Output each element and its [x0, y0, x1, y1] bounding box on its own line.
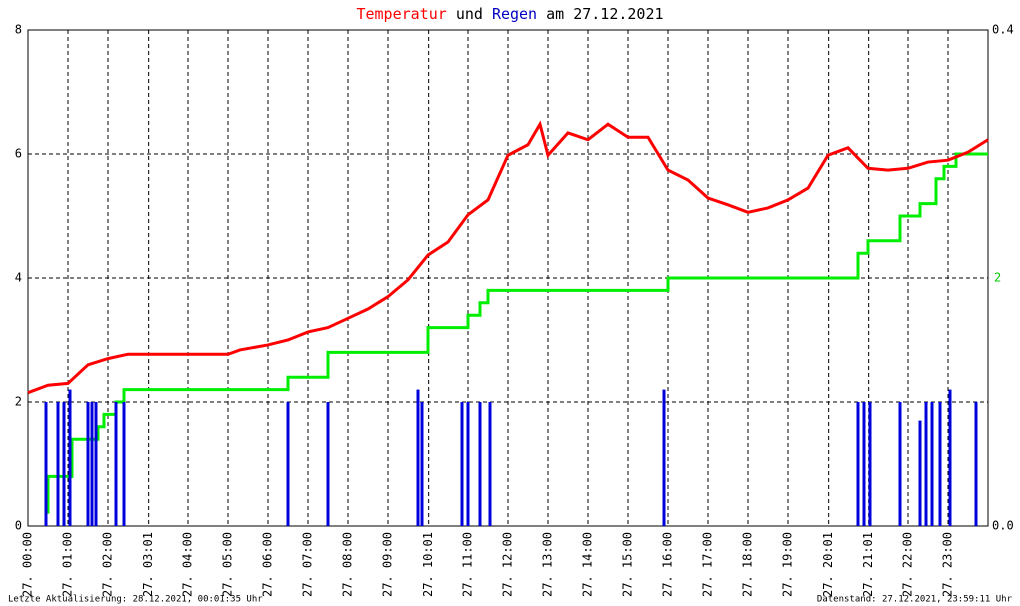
rain-bar [948, 389, 952, 526]
rain-bar [416, 389, 420, 526]
rain-sum-line [46, 152, 988, 514]
x-tick-label: 27. 06:00 [261, 532, 275, 597]
title-part: und [456, 5, 483, 23]
x-tick-label: 27. 23:00 [941, 532, 955, 597]
x-tick-label: 27. 02:00 [101, 532, 115, 597]
x-tick-label: 27. 17:00 [701, 532, 715, 597]
y2-tick-label: 0.0 [992, 519, 1014, 533]
y-tick-label: 8 [15, 23, 22, 37]
rain-bar [898, 402, 902, 526]
x-tick-label: 27. 07:00 [301, 532, 315, 597]
temperature-line [27, 120, 989, 395]
rain-bar [478, 402, 482, 526]
rain-bar [924, 402, 928, 526]
rain-bar [122, 402, 126, 526]
rain-bar [460, 402, 464, 526]
rain-bar [286, 402, 290, 526]
chart-title: Temperatur und Regen am 27.12.2021 [356, 5, 663, 23]
footer-right: Datenstand: 27.12.2021, 23:59:11 Uhr [817, 595, 1013, 605]
rain-bar [114, 402, 118, 526]
rain-bar [420, 402, 424, 526]
rain-bar [86, 402, 90, 526]
rain-bar [90, 402, 94, 526]
x-tick-label: 27. 19:00 [781, 532, 795, 597]
rain-bar [918, 420, 922, 526]
x-tick-label: 27. 20:01 [821, 532, 835, 597]
title-part: am 27.12.2021 [546, 5, 663, 23]
rain-bar [68, 389, 72, 526]
x-tick-label: 27. 18:00 [741, 532, 755, 597]
rain-bar [44, 402, 48, 526]
x-tick-label: 27. 05:00 [221, 532, 235, 597]
x-tick-label: 27. 03:01 [141, 532, 155, 597]
rain-bar [930, 402, 934, 526]
footer-left: Letzte Aktualisierung: 28.12.2021, 00:01… [8, 595, 263, 605]
x-tick-label: 27. 16:00 [661, 532, 675, 597]
rain-bar [488, 402, 492, 526]
rain-bar [938, 402, 942, 526]
rain-bar [662, 389, 666, 526]
title-part: Temperatur [356, 5, 446, 23]
rain-bar [862, 402, 866, 526]
rain-bar [62, 402, 66, 526]
x-tick-label: 27. 22:00 [901, 532, 915, 597]
rain-bar [326, 402, 330, 526]
y-tick-label: 4 [15, 271, 22, 285]
y3-tick-label: 2 [994, 271, 1001, 285]
title-part: Regen [492, 5, 537, 23]
x-tick-label: 27. 01:00 [61, 532, 75, 597]
x-tick-label: 27. 08:00 [341, 532, 355, 597]
x-tick-label: 27. 10:01 [421, 532, 435, 597]
x-tick-label: 27. 12:00 [501, 532, 515, 597]
x-tick-label: 27. 00:00 [21, 532, 35, 597]
x-tick-label: 27. 11:00 [461, 532, 475, 597]
x-tick-label: 27. 14:00 [581, 532, 595, 597]
rain-bar [94, 402, 98, 526]
x-tick-label: 27. 13:00 [541, 532, 555, 597]
rain-bar [868, 402, 872, 526]
y2-tick-label: 0.4 [992, 23, 1014, 37]
y-tick-label: 2 [15, 395, 22, 409]
rain-bar [56, 402, 60, 526]
y-tick-label: 6 [15, 147, 22, 161]
x-tick-label: 27. 15:00 [621, 532, 635, 597]
y-tick-label: 0 [15, 519, 22, 533]
x-tick-label: 27. 04:00 [181, 532, 195, 597]
rain-bar [974, 402, 978, 526]
rain-bar [466, 402, 470, 526]
x-tick-label: 27. 21:01 [861, 532, 875, 597]
rain-bar [856, 402, 860, 526]
x-tick-label: 27. 09:00 [381, 532, 395, 597]
